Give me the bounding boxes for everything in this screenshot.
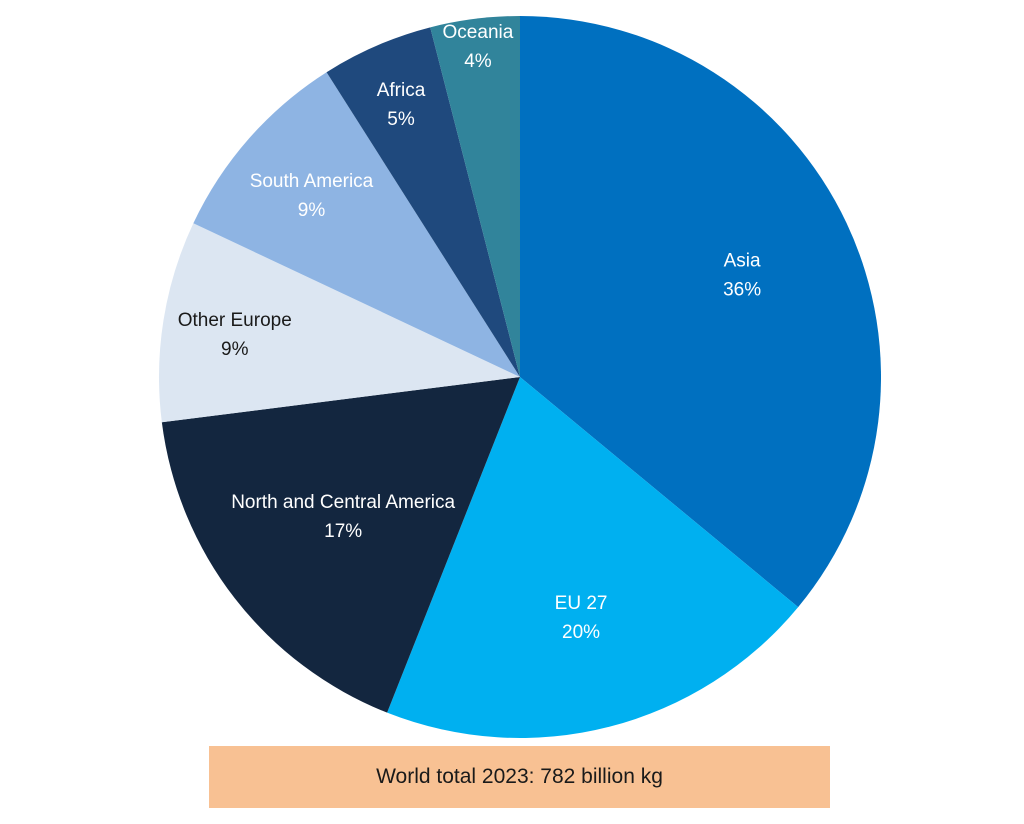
slice-label-africa: Africa	[377, 80, 426, 101]
slice-label-oceania: Oceania	[443, 22, 514, 43]
slice-south-america	[193, 72, 521, 377]
slice-asia	[520, 16, 881, 608]
slice-value-other-europe: 9%	[221, 339, 249, 360]
slice-north-and-central-america	[161, 377, 520, 713]
slice-oceania	[430, 16, 520, 377]
slice-label-north-and-central-america: North and Central America	[231, 492, 455, 513]
world-total-banner: World total 2023: 782 billion kg	[209, 746, 830, 808]
pie-chart: Asia 36% EU 27 20% North and Central America…	[159, 16, 881, 738]
slice-value-asia: 36%	[723, 279, 761, 300]
slice-eu-27	[387, 377, 799, 738]
slice-label-eu-27: EU 27	[555, 593, 608, 614]
slice-label-asia: Asia	[724, 250, 761, 271]
slice-value-eu-27: 20%	[562, 622, 600, 643]
slice-label-other-europe: Other Europe	[178, 310, 292, 331]
slice-africa	[326, 27, 520, 377]
slice-value-south-america: 9%	[298, 200, 326, 221]
slice-value-africa: 5%	[387, 109, 415, 130]
pie-labels: Asia 36% EU 27 20% North and Central America…	[178, 22, 762, 643]
pie-slices	[159, 16, 881, 738]
slice-value-north-and-central-america: 17%	[324, 521, 362, 542]
slice-other-europe	[159, 223, 521, 423]
slice-value-oceania: 4%	[464, 51, 492, 72]
world-total-text: World total 2023: 782 billion kg	[376, 765, 663, 788]
slice-label-south-america: South America	[250, 171, 374, 192]
